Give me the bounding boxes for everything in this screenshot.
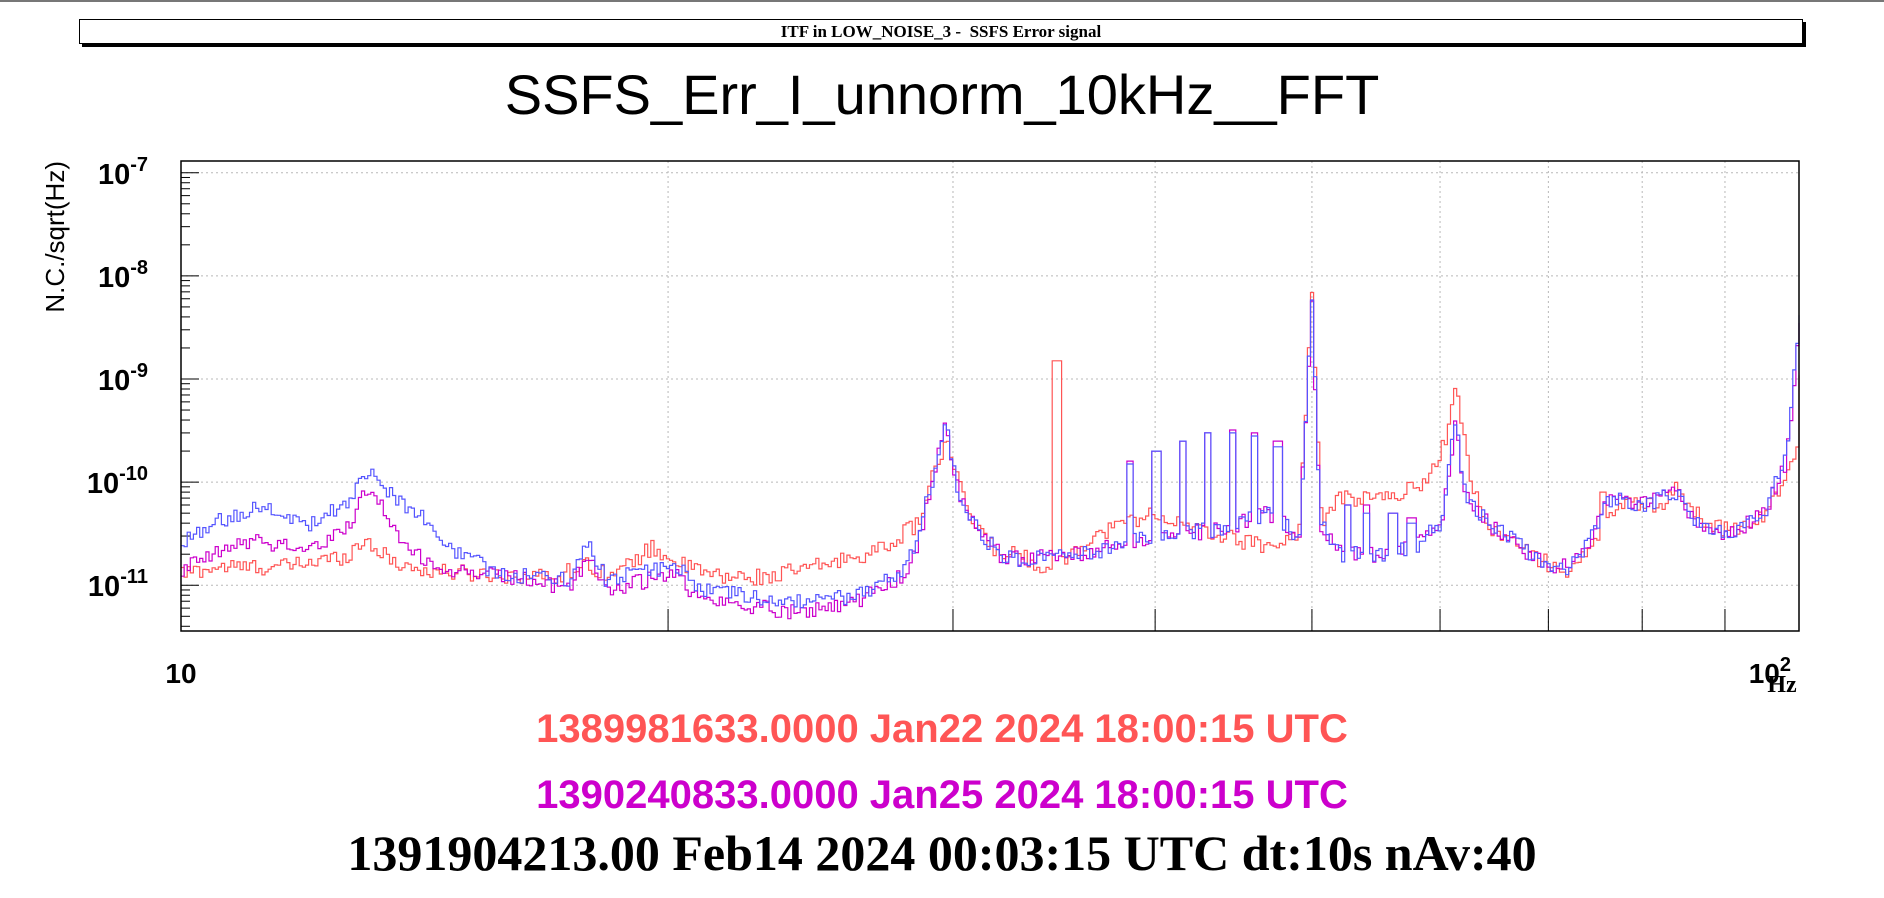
- x-tick-label: 10: [165, 658, 196, 689]
- spectrum-series-3: [181, 299, 1800, 609]
- spectrum-plot: 10 102 10-11 10-10 10-9 10-8 10-7 N.C./sqrt(Hz)…: [40, 154, 1800, 698]
- reference-timestamp-2: 1390240833.0000 Jan25 2024 18:00:15 UTC: [536, 773, 1348, 817]
- chart-title: SSFS_Err_I_unnorm_10kHz__FFT: [504, 63, 1380, 126]
- plot-frame: [180, 160, 1800, 632]
- y-tick-label: 10-10: [87, 463, 148, 500]
- y-axis-label: N.C./sqrt(Hz): [40, 161, 70, 313]
- state-banner: ITF in LOW_NOISE_3 - SSFS Error signal: [79, 19, 1803, 44]
- reference-timestamp-1: 1389981633.0000 Jan22 2024 18:00:15 UTC: [536, 707, 1348, 751]
- x-tick-label: 102: [1749, 654, 1791, 689]
- y-tick-label: 10-9: [98, 360, 148, 397]
- current-timestamp: 1391904213.00 Feb14 2024 00:03:15 UTC dt…: [347, 825, 1537, 881]
- label-layer: 10 102 10-11 10-10 10-9 10-8 10-7 N.C./sqrt(Hz)…: [40, 154, 1797, 698]
- tick-layer: [181, 172, 1726, 631]
- y-tick-label: 10-11: [88, 566, 148, 603]
- y-tick-label: 10-7: [98, 154, 148, 191]
- y-tick-label: 10-8: [98, 257, 148, 294]
- series-layer: [181, 291, 1800, 620]
- top-window-rule: [0, 0, 1884, 2]
- x-axis-label: Hz: [1767, 672, 1797, 698]
- grid-layer: [181, 161, 1799, 631]
